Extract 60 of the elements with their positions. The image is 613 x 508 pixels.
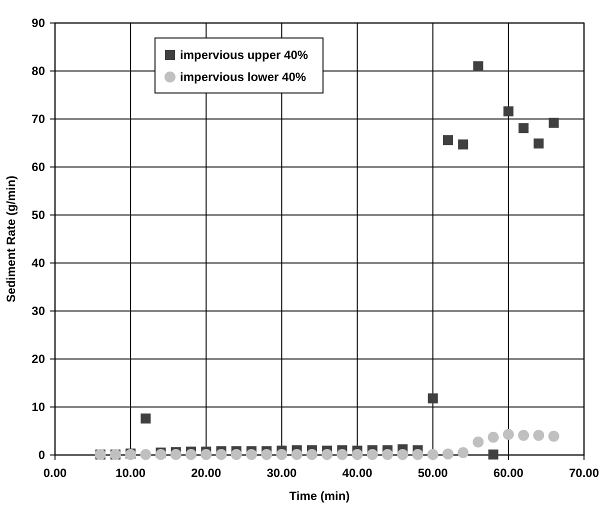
y-tick-label: 80 [32,64,46,78]
point [276,449,288,460]
point [488,450,498,460]
point [155,449,166,460]
point [458,447,469,458]
y-tick-label: 90 [32,16,46,30]
x-tick-label: 0.00 [43,466,67,480]
x-tick-label: 10.00 [116,466,146,480]
y-tick-label: 50 [32,208,46,222]
y-tick-label: 70 [32,112,46,126]
point [472,436,484,448]
y-axis-title: Sediment Rate (g/min) [4,176,18,302]
point [473,61,484,72]
point [291,449,302,460]
point [261,449,272,460]
point [366,449,378,460]
point [533,430,544,441]
point [548,430,560,442]
y-tick-label: 60 [32,160,46,174]
x-tick-label: 30.00 [266,466,298,480]
x-tick-label: 40.00 [342,466,373,480]
point [230,449,242,460]
point [186,449,197,460]
x-tick-label: 70.00 [568,466,600,480]
point [382,449,394,460]
point [397,449,408,460]
point [412,449,424,460]
point [458,139,468,150]
x-tick-label: 20.00 [191,466,222,480]
point [216,449,227,460]
x-tick-label: 60.00 [493,466,524,480]
point [352,449,363,460]
point [140,414,151,424]
y-tick-label: 40 [32,256,46,270]
point [503,106,514,116]
y-tick-label: 0 [38,448,46,462]
point [322,449,333,460]
x-tick-label: 50.00 [418,466,448,480]
point [442,135,453,146]
y-tick-label: 20 [32,352,46,366]
y-tick-label: 30 [32,304,46,318]
point [428,393,438,404]
point [518,430,530,441]
point [336,449,348,460]
point [548,118,559,128]
y-tick-label: 10 [32,400,46,414]
x-axis-title: Time (min) [289,489,350,503]
point [427,449,438,460]
point [534,138,544,148]
point [518,123,529,134]
point [140,449,152,460]
legend-label: impervious upper 40% [180,48,308,62]
point [306,449,318,460]
point [502,428,514,440]
point [200,449,212,460]
point [246,449,257,460]
point [442,448,454,460]
legend-label: impervious lower 40% [180,70,306,84]
point [170,449,182,460]
point [488,432,499,443]
